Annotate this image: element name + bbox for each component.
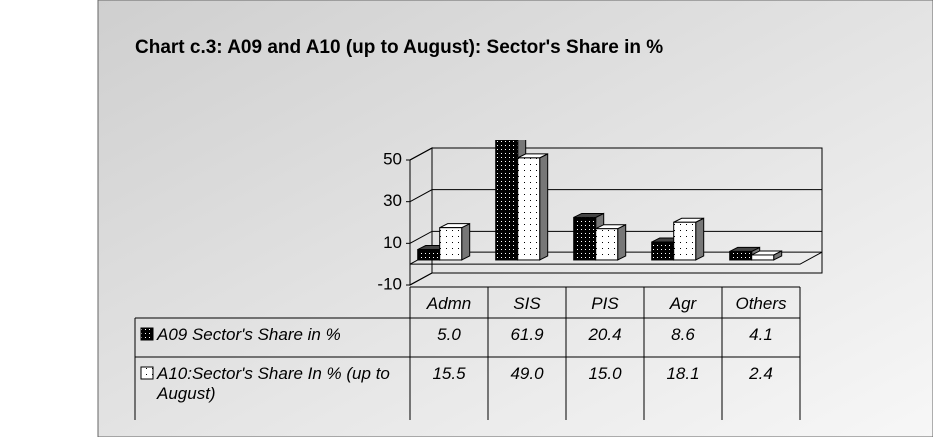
legend-label: A09 Sector's Share in % (157, 325, 341, 344)
bar-front (729, 250, 753, 261)
bar-front (439, 227, 463, 261)
legend-label: A10:Sector's Share In % (up to August) (157, 364, 390, 403)
bar (751, 250, 783, 261)
bar-front (517, 157, 541, 261)
grid-line (409, 189, 822, 203)
data-label: 15.0 (588, 364, 622, 383)
bar (595, 223, 627, 261)
data-label: 2.4 (749, 364, 773, 383)
data-label: 49.0 (510, 364, 544, 383)
grid-line (409, 272, 822, 286)
x-tick-label: Admn (426, 294, 472, 313)
grid-line (409, 147, 822, 161)
bars (417, 140, 783, 261)
legend-swatch (140, 366, 154, 380)
bar-side (461, 222, 471, 261)
x-tick-label: SIS (513, 294, 541, 313)
bar-side (617, 223, 627, 261)
y-tick-label: 10 (383, 233, 402, 252)
bar (517, 153, 549, 261)
bar-front (573, 216, 597, 261)
y-tick-label: -10 (377, 274, 402, 293)
bar (673, 217, 705, 261)
data-label: 4.1 (749, 325, 773, 344)
bar-front (673, 221, 697, 261)
x-tick-label: Others (735, 294, 787, 313)
bar-front (417, 249, 441, 261)
bar-front (495, 140, 519, 261)
y-tick-label: 50 (383, 149, 402, 168)
data-label: 61.9 (510, 325, 544, 344)
data-label: 20.4 (588, 325, 622, 344)
x-tick-label: Agr (669, 294, 697, 313)
bar-front (595, 228, 619, 261)
y-tick-label: 30 (383, 191, 402, 210)
data-label: 18.1 (666, 364, 700, 383)
chart-title: Chart c.3: A09 and A10 (up to August): S… (135, 37, 663, 58)
bar-front (651, 241, 675, 261)
bar-side (695, 217, 705, 261)
bar-front (751, 254, 775, 261)
bar-side (539, 153, 549, 261)
data-label: 8.6 (671, 325, 695, 344)
bar (439, 222, 471, 261)
data-label: 5.0 (437, 325, 461, 344)
x-tick-label: PIS (591, 294, 619, 313)
data-label: 15.5 (432, 364, 466, 383)
legend-swatch (140, 327, 154, 341)
